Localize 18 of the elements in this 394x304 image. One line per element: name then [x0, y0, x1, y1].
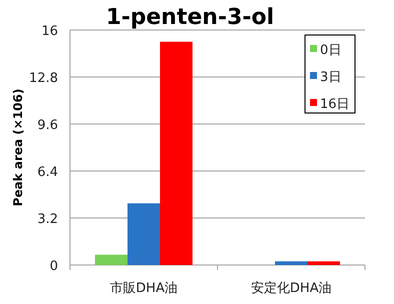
x-tick-label: 市販DHA油 — [110, 281, 178, 296]
y-tick-label: 3.2 — [37, 212, 58, 227]
chart-title: 1-penten-3-ol — [106, 5, 274, 30]
y-axis-title: Peak area (×106) — [11, 88, 25, 206]
bar — [160, 42, 192, 265]
legend-label: 16日 — [320, 97, 350, 112]
y-tick-label: 0 — [50, 259, 58, 274]
bar — [308, 261, 340, 265]
bar — [128, 203, 160, 265]
bar — [275, 261, 308, 265]
y-tick-label: 12.8 — [29, 71, 58, 86]
legend-label: 3日 — [320, 70, 342, 85]
legend-label: 0日 — [320, 43, 342, 58]
y-tick-label: 9.6 — [37, 118, 58, 133]
bar — [95, 254, 128, 265]
y-tick-label: 16 — [41, 24, 58, 39]
x-tick-label: 安定化DHA油 — [250, 280, 332, 296]
y-tick-label: 6.4 — [37, 165, 58, 180]
